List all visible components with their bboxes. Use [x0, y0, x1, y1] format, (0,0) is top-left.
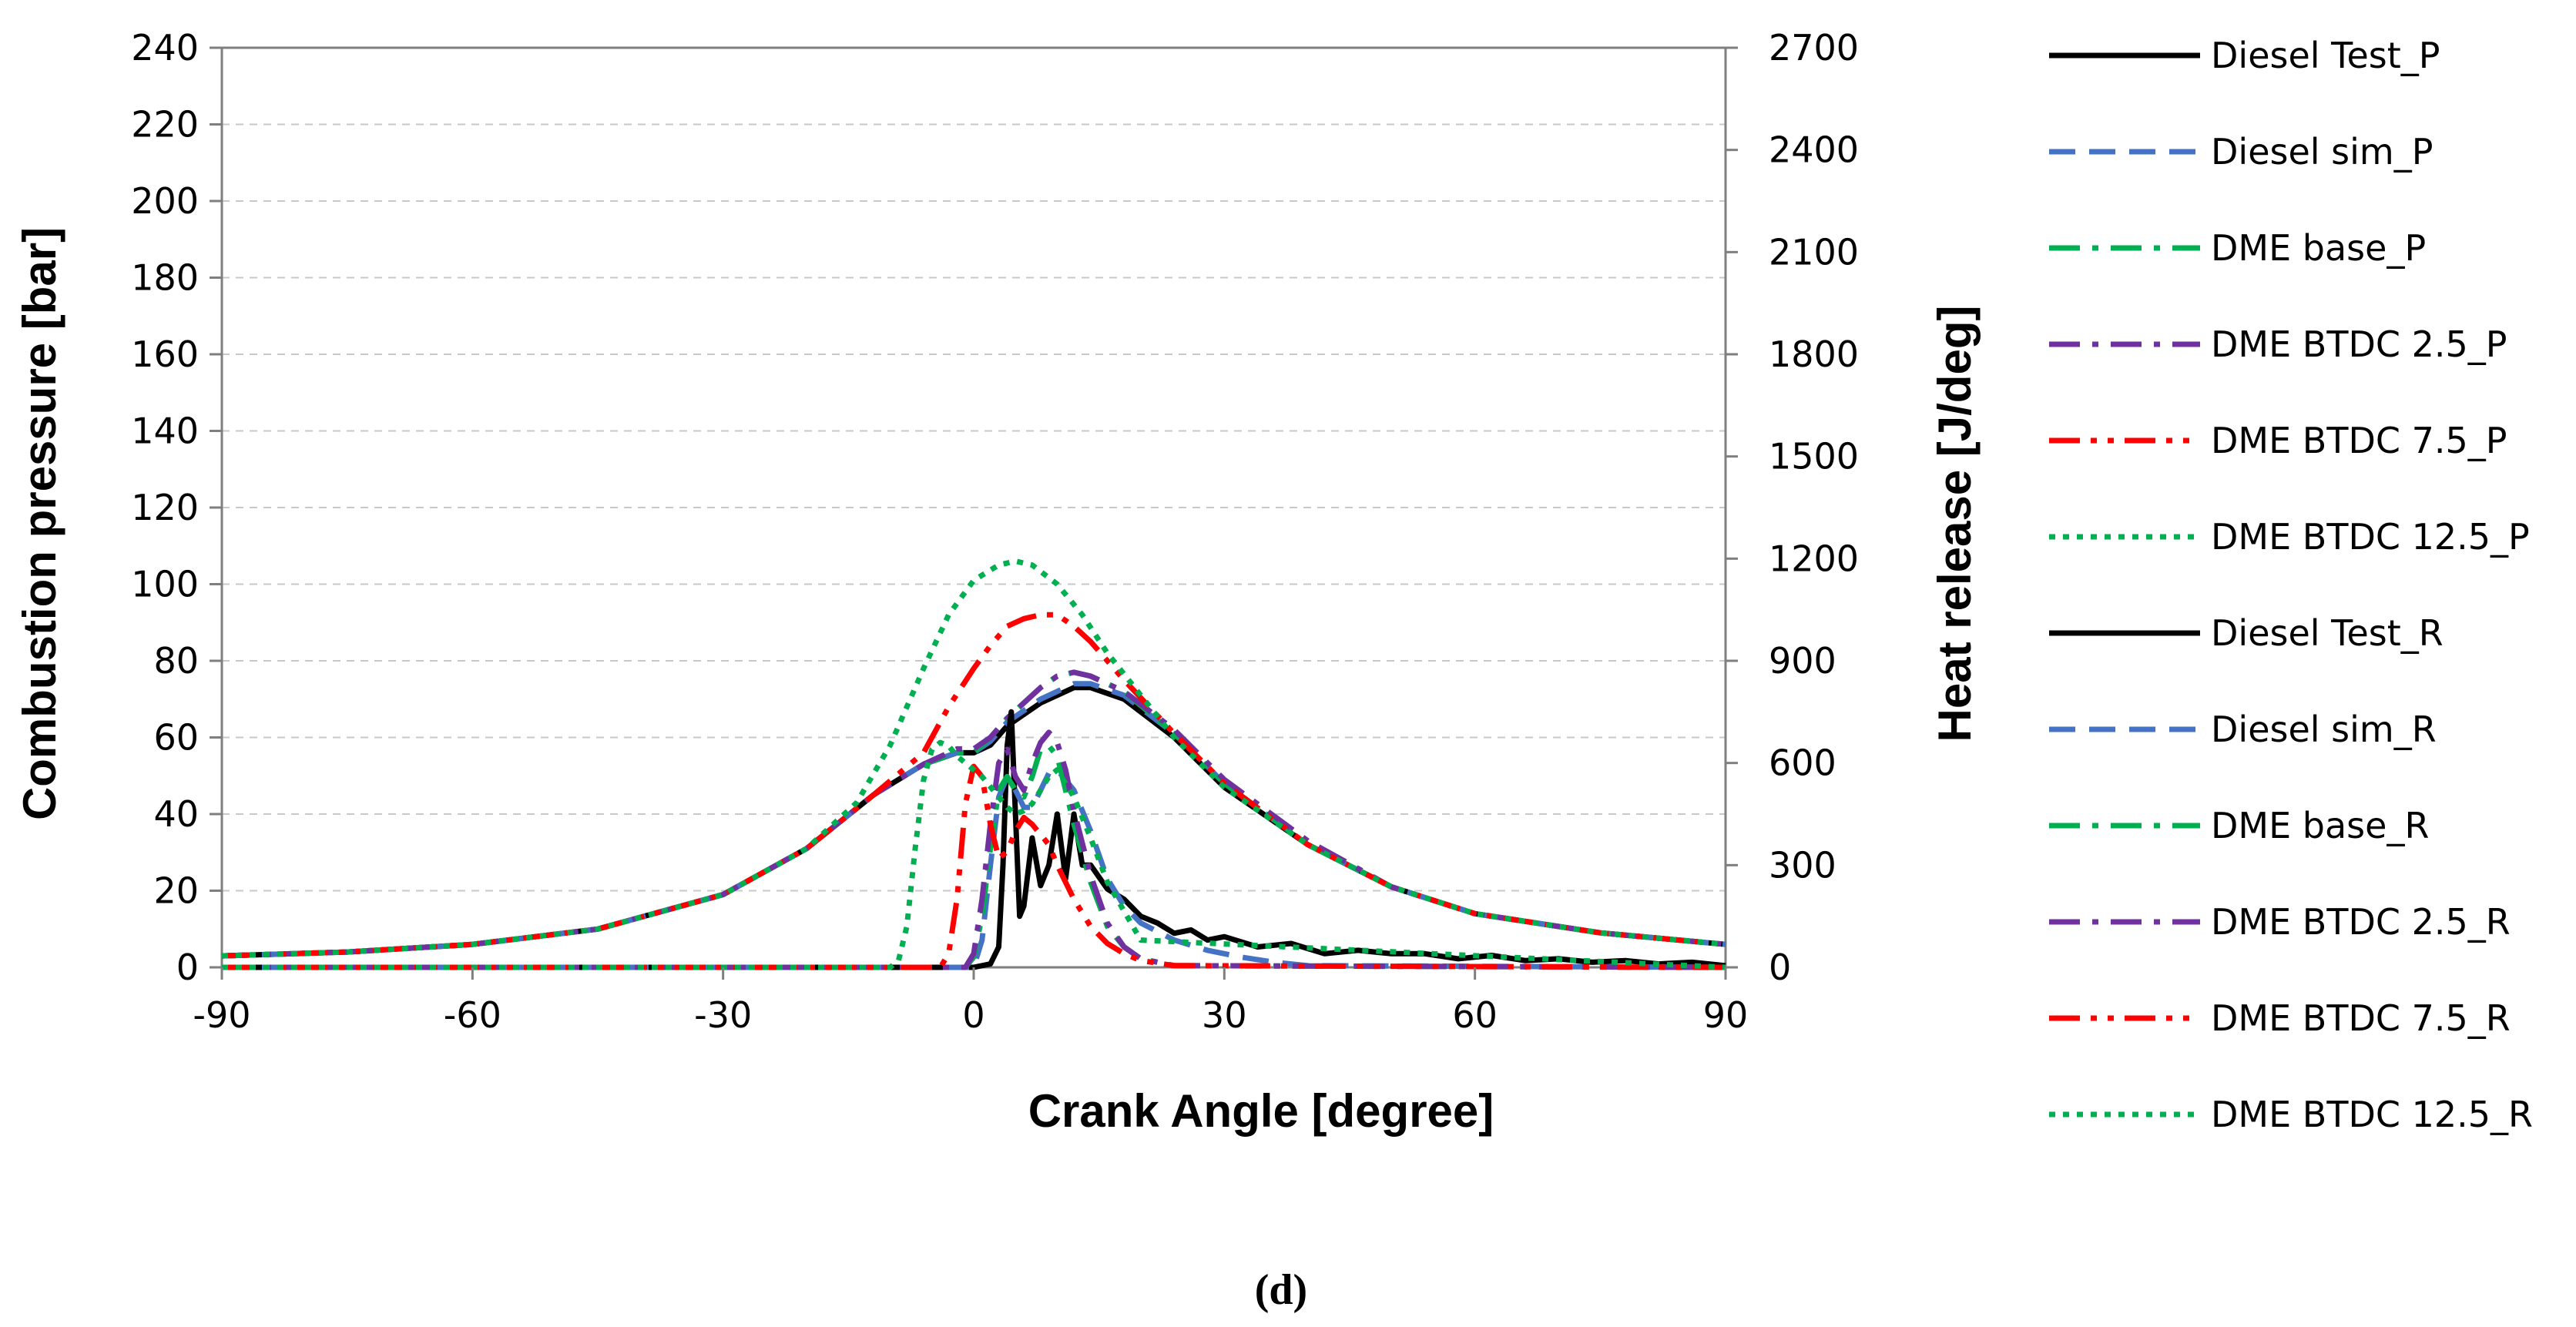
legend-label: DME BTDC 2.5_R [2211, 901, 2511, 943]
legend-label: DME base_R [2211, 805, 2429, 846]
series-line-5 [221, 558, 1726, 959]
y-tick-label: 120 [131, 487, 199, 528]
y2-tick-label: 900 [1769, 640, 1836, 682]
y-tick-label: 100 [131, 564, 199, 605]
x-tick-label: 60 [1452, 994, 1498, 1036]
y-tick-label: 200 [131, 180, 199, 222]
y-tick-label: 40 [153, 793, 199, 835]
y2-tick-label: 1200 [1769, 538, 1859, 579]
y-axis-title: Combustion pressure [bar] [14, 227, 65, 820]
y-tick-label: 160 [131, 333, 199, 375]
legend-label: Diesel Test_R [2211, 612, 2444, 654]
tick-labels: 0204060801001201401601802002202400300600… [131, 27, 1859, 1036]
y-tick-label: 60 [153, 717, 199, 759]
x-tick-label: 90 [1703, 994, 1749, 1036]
legend-label: DME BTDC 12.5_P [2211, 516, 2530, 558]
x-tick-label: -90 [193, 994, 250, 1036]
series-line-10 [222, 763, 1726, 970]
y2-axis-title: Heat release [J/deg] [1929, 306, 1981, 742]
y2-tick-label: 1500 [1769, 436, 1859, 478]
x-tick-label: 0 [962, 994, 984, 1036]
y2-tick-label: 2100 [1769, 231, 1859, 273]
y-tick-label: 240 [131, 27, 199, 69]
y-tick-label: 220 [131, 104, 199, 146]
y-tick-label: 0 [176, 947, 199, 988]
y2-tick-label: 1800 [1769, 333, 1859, 375]
legend-label: Diesel sim_P [2211, 131, 2433, 173]
y2-tick-label: 2700 [1769, 27, 1859, 69]
y2-tick-label: 300 [1769, 844, 1836, 886]
x-tick-label: -30 [694, 994, 752, 1036]
series-line-11 [222, 739, 1726, 970]
y-tick-label: 20 [153, 870, 199, 912]
series-line-9 [222, 729, 1726, 970]
series-lines [221, 558, 1726, 970]
legend-label: DME BTDC 12.5_R [2211, 1094, 2533, 1135]
y-tick-label: 180 [131, 257, 199, 299]
series-line-8 [222, 743, 1726, 970]
figure-caption: (d) [1255, 1266, 1307, 1314]
x-tick-label: -60 [444, 994, 501, 1036]
series-line-3 [221, 669, 1726, 959]
legend-label: Diesel sim_R [2211, 709, 2437, 750]
legend-label: DME BTDC 7.5_P [2211, 420, 2507, 461]
y2-tick-label: 0 [1769, 947, 1791, 988]
x-axis-title: Crank Angle [degree] [1028, 1085, 1494, 1137]
series-line-4 [221, 612, 1726, 959]
series-line-7 [222, 767, 1726, 970]
legend-label: DME BTDC 2.5_P [2211, 323, 2507, 365]
y2-tick-label: 2400 [1769, 129, 1859, 171]
y2-tick-label: 600 [1769, 742, 1836, 784]
legend-label: Diesel Test_P [2211, 35, 2440, 76]
legend-label: DME base_P [2211, 227, 2426, 269]
y-tick-label: 80 [153, 640, 199, 682]
x-tick-label: 30 [1202, 994, 1247, 1036]
y-tick-label: 140 [131, 410, 199, 452]
legend: Diesel Test_P Diesel sim_P DME base_P DME B… [2049, 35, 2533, 1135]
legend-label: DME BTDC 7.5_R [2211, 997, 2511, 1039]
